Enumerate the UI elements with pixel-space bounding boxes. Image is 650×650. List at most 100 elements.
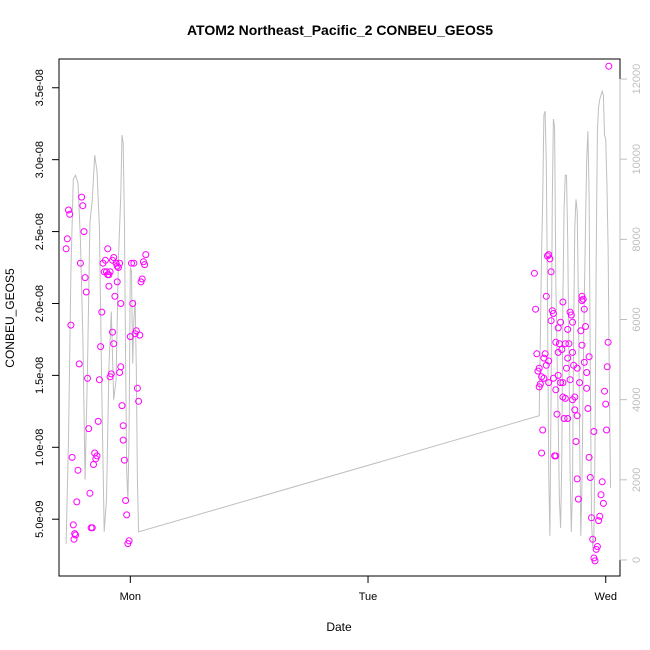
- data-point: [119, 436, 127, 444]
- data-point: [138, 275, 146, 283]
- data-point: [588, 514, 595, 522]
- y2-tick-label: 0: [631, 557, 643, 563]
- data-point: [119, 422, 127, 430]
- data-point: [566, 376, 574, 384]
- data-point: [109, 328, 116, 336]
- y2-tick-label: 2000: [631, 468, 643, 492]
- data-point: [63, 235, 71, 243]
- data-point: [576, 379, 584, 387]
- y2-tick-label: 12000: [631, 64, 643, 95]
- data-point: [595, 517, 603, 525]
- data-point: [130, 259, 138, 267]
- data-point: [80, 228, 88, 236]
- data-point: [542, 292, 550, 300]
- data-point: [597, 491, 605, 499]
- data-point: [557, 379, 565, 387]
- data-point: [116, 369, 124, 376]
- data-point: [563, 364, 570, 372]
- data-point: [116, 259, 124, 267]
- data-point: [97, 343, 105, 351]
- data-point: [541, 350, 549, 358]
- data-point: [578, 297, 586, 305]
- data-point: [601, 387, 608, 395]
- data-point: [545, 251, 553, 259]
- data-point: [117, 363, 125, 371]
- data-point: [84, 374, 91, 382]
- data-point: [577, 327, 585, 335]
- data-point: [598, 478, 606, 486]
- data-point: [596, 512, 604, 520]
- data-point: [73, 498, 81, 506]
- data-point: [532, 305, 540, 313]
- data-point: [93, 452, 101, 460]
- data-point: [547, 317, 555, 325]
- scatter-points-layer: [62, 62, 613, 565]
- data-point: [79, 202, 87, 210]
- data-point: [565, 340, 573, 348]
- data-point: [546, 255, 554, 263]
- y2-tick-label: 10000: [631, 144, 643, 175]
- data-point: [564, 415, 572, 422]
- data-point: [573, 412, 581, 420]
- data-point: [585, 453, 593, 461]
- data-point: [586, 474, 594, 481]
- data-point: [67, 321, 75, 329]
- data-point: [573, 364, 581, 372]
- data-point: [552, 338, 560, 346]
- data-point: [567, 311, 575, 319]
- data-point: [569, 318, 576, 326]
- data-point: [552, 386, 560, 394]
- data-point: [86, 489, 94, 497]
- data-point: [554, 348, 562, 356]
- data-point: [564, 354, 572, 362]
- data-point: [571, 393, 579, 401]
- data-point: [101, 256, 109, 264]
- data-point: [66, 210, 74, 218]
- data-point: [535, 383, 543, 391]
- data-point: [122, 497, 130, 504]
- data-point: [128, 259, 135, 267]
- data-point: [82, 288, 90, 296]
- x-axis: Mon Tue Wed: [120, 575, 617, 603]
- data-point: [125, 537, 133, 545]
- data-point: [78, 193, 86, 201]
- data-point: [603, 426, 610, 434]
- data-point: [136, 331, 144, 339]
- data-point: [605, 62, 613, 70]
- data-point: [72, 531, 80, 539]
- data-point: [560, 415, 568, 422]
- data-point: [552, 452, 560, 460]
- data-point: [106, 268, 114, 276]
- data-point: [585, 353, 593, 361]
- data-point: [530, 269, 538, 277]
- y-axis-right: 0 2000 4000 6000 8000 10000 12000: [619, 64, 643, 563]
- data-point: [571, 406, 579, 414]
- y-tick-label: 1.0e-08: [34, 429, 46, 466]
- data-point: [545, 357, 553, 365]
- data-point: [582, 323, 589, 330]
- data-point: [113, 278, 121, 286]
- data-point: [572, 438, 580, 445]
- data-point: [105, 282, 113, 290]
- data-point: [110, 340, 118, 348]
- data-point: [123, 511, 131, 519]
- y2-tick-label: 8000: [631, 227, 643, 251]
- data-point: [591, 557, 599, 565]
- data-point: [74, 466, 82, 474]
- data-point: [120, 456, 128, 464]
- data-point: [538, 449, 546, 457]
- x-tick-label: Wed: [595, 591, 617, 603]
- chart-title: ATOM2 Northeast_Pacific_2 CONBEU_GEOS5: [187, 22, 493, 38]
- data-point: [132, 327, 140, 335]
- data-point: [584, 405, 592, 412]
- data-point: [564, 325, 572, 333]
- data-point: [547, 268, 555, 276]
- data-point: [590, 428, 598, 435]
- data-point: [573, 475, 581, 483]
- data-point: [62, 245, 70, 253]
- series-line-layer: [65, 89, 611, 548]
- data-point: [76, 259, 84, 267]
- data-point: [602, 400, 610, 408]
- data-point: [603, 363, 611, 371]
